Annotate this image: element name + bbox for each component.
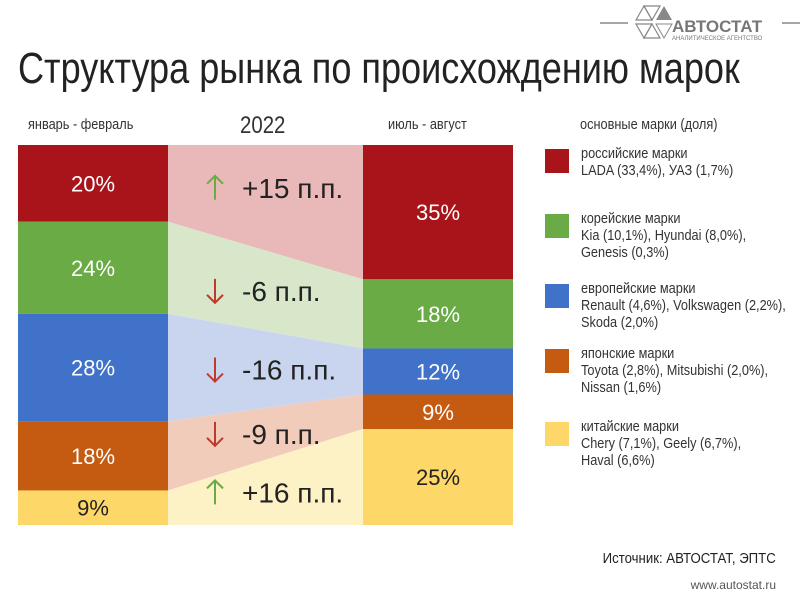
arrow-down-icon xyxy=(206,421,224,448)
website-link[interactable]: www.autostat.ru xyxy=(690,578,776,592)
brand-name: АВТОСТАТ xyxy=(672,17,763,36)
bar-segment xyxy=(18,145,168,222)
segment-label: 20% xyxy=(71,171,115,196)
bar-segment xyxy=(18,221,168,314)
segment-label: 35% xyxy=(416,200,460,225)
bar-segment xyxy=(363,145,513,280)
legend-text: российские марки LADA (33,4%), УАЗ (1,7%) xyxy=(581,145,734,179)
change-label: -9 п.п. xyxy=(242,419,321,450)
segment-label: 12% xyxy=(416,359,460,384)
segment-label: 18% xyxy=(416,302,460,327)
change-label: -6 п.п. xyxy=(242,276,321,307)
autostat-logo: АВТОСТАТ АНАЛИТИЧЕСКОЕ АГЕНТСТВО xyxy=(600,4,800,42)
legend-item: японские марки Toyota (2,8%), Mitsubishi … xyxy=(545,345,795,405)
legend-swatch xyxy=(545,284,569,308)
bar-segment xyxy=(363,429,513,525)
legend-text: японские марки Toyota (2,8%), Mitsubishi … xyxy=(581,345,769,396)
legend-item: китайские марки Chery (7,1%), Geely (6,7%… xyxy=(545,418,795,478)
arrow-down-icon xyxy=(206,357,224,383)
period-label-right: июль - август xyxy=(388,116,467,133)
legend-text: европейские марки Renault (4,6%), Volkswa… xyxy=(581,280,786,331)
legend-swatch xyxy=(545,349,569,373)
segment-label: 28% xyxy=(71,356,115,381)
segment-label: 24% xyxy=(71,256,115,281)
legend-text: корейские марки Kia (10,1%), Hyundai (8,0… xyxy=(581,210,747,261)
segment-label: 18% xyxy=(71,444,115,469)
bar-segment xyxy=(363,394,513,430)
chart: 20% 35% +15 п.п. 24% 18% -6 п.п. 28% 12% -16 п.п… xyxy=(18,145,513,525)
bar-segment xyxy=(363,279,513,349)
legend-title: основные марки (доля) xyxy=(580,116,718,133)
bar-segment xyxy=(363,348,513,395)
legend-swatch xyxy=(545,422,569,446)
flow-band xyxy=(168,313,363,422)
flow-band xyxy=(168,221,363,349)
flow-band xyxy=(168,429,363,525)
year-label: 2022 xyxy=(240,112,286,139)
brand-subtitle: АНАЛИТИЧЕСКОЕ АГЕНТСТВО xyxy=(672,36,763,42)
segment-label: 9% xyxy=(77,496,109,521)
change-label: +15 п.п. xyxy=(242,173,343,204)
arrow-up-icon xyxy=(206,174,224,200)
flow-band xyxy=(168,394,363,491)
bar-segment xyxy=(18,313,168,422)
segment-label: 9% xyxy=(422,400,454,425)
bar-segment xyxy=(18,490,168,525)
segment-label: 25% xyxy=(416,465,460,490)
legend-item: корейские марки Kia (10,1%), Hyundai (8,0… xyxy=(545,210,795,270)
arrow-down-icon xyxy=(206,278,224,305)
bar-segment xyxy=(18,421,168,491)
page-title: Структура рынка по происхождению марок xyxy=(18,44,740,93)
arrow-up-icon xyxy=(206,478,224,505)
legend-swatch xyxy=(545,149,569,173)
legend-text: китайские марки Chery (7,1%), Geely (6,7%… xyxy=(581,418,742,469)
legend-swatch xyxy=(545,214,569,238)
change-label: -16 п.п. xyxy=(242,355,336,386)
change-label: +16 п.п. xyxy=(242,477,343,508)
legend-item: российские марки LADA (33,4%), УАЗ (1,7%) xyxy=(545,145,795,205)
period-label-left: январь - февраль xyxy=(28,116,134,133)
legend-item: европейские марки Renault (4,6%), Volkswa… xyxy=(545,280,795,340)
source-note: Источник: АВТОСТАТ, ЭПТС xyxy=(602,550,776,567)
